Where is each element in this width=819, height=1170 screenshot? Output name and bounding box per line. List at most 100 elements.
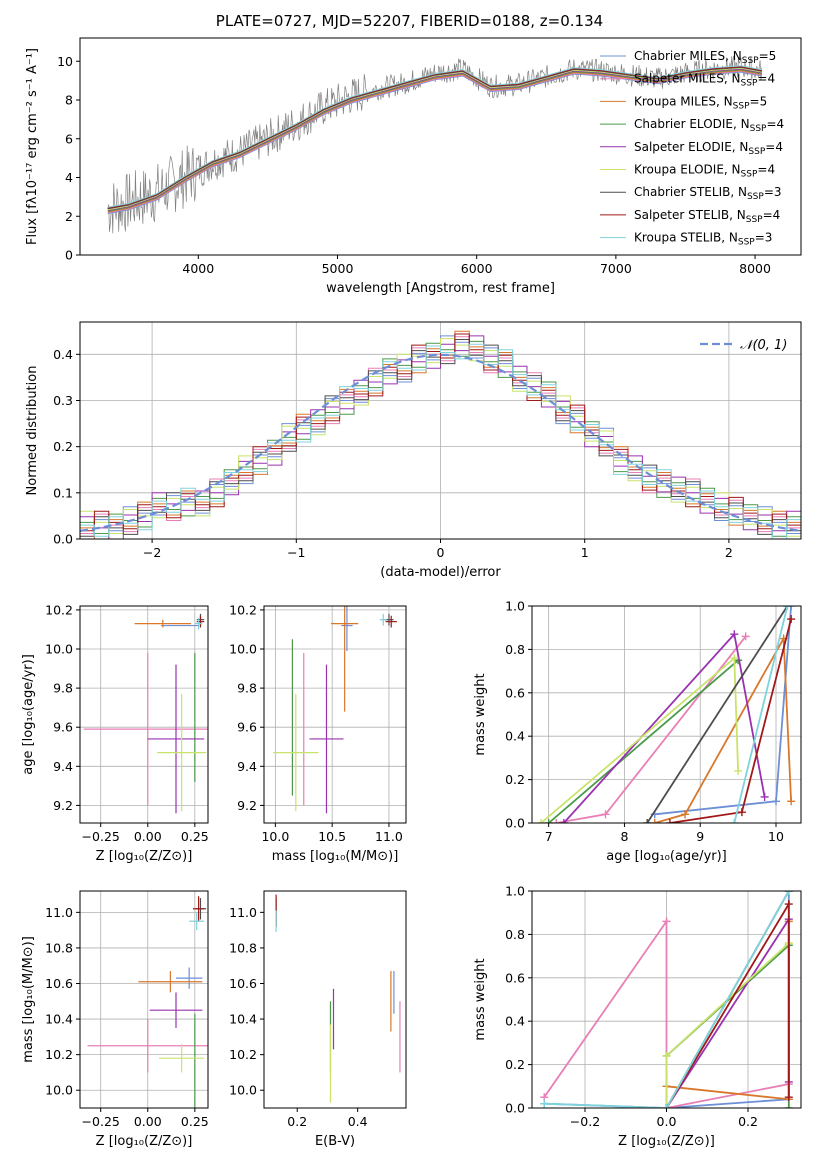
y-tick-label: 10.2 xyxy=(229,1047,257,1062)
x-tick-label: −2 xyxy=(143,545,161,560)
x-tick-label: −0.2 xyxy=(570,1114,600,1129)
x-axis-label: E(B-V) xyxy=(315,1134,355,1149)
x-tick-label: 10 xyxy=(768,829,784,844)
weight-marker xyxy=(760,792,769,801)
weight-marker xyxy=(552,819,561,823)
plot-area xyxy=(87,896,208,1108)
y-tick-label: 9.8 xyxy=(53,681,73,696)
weight-marker xyxy=(734,766,743,775)
y-tick-label: 11.0 xyxy=(229,905,257,920)
weight-line-1 xyxy=(543,918,789,1108)
y-tick-label: 10.4 xyxy=(45,1012,73,1027)
x-tick-label: 0.25 xyxy=(181,1114,209,1129)
y-tick-label: 1.0 xyxy=(505,884,525,899)
weight-marker xyxy=(741,632,750,641)
y-tick-label: 9.6 xyxy=(237,720,257,735)
x-tick-label: −0.25 xyxy=(82,829,120,844)
y-tick-label: 9.2 xyxy=(237,798,257,813)
panel-Z-weight: −0.2 0.0 0.2 0.0 0.2 0.4 0.6 0.8 1.0 Z [log₁₀(Z/Z… xyxy=(473,884,802,1149)
legend-entry: Kroupa STELIB, NSSP=3 xyxy=(634,231,772,248)
weight-line-3 xyxy=(548,659,739,823)
weight-marker xyxy=(730,654,739,663)
weight-marker xyxy=(737,808,746,817)
weight-marker xyxy=(601,810,610,819)
y-tick-label: 10.2 xyxy=(45,602,73,617)
weight-marker xyxy=(681,810,690,819)
x-tick-label: 10.0 xyxy=(261,829,289,844)
panel-Z-age: −0.25 0.00 0.25 9.2 9.4 9.6 9.8 10.0 10.2 Z [log₁… xyxy=(21,602,209,864)
y-tick-label: 0.1 xyxy=(53,485,73,500)
spectrum-model-0 xyxy=(107,71,763,214)
x-axis-label: mass [log₁₀(M/M⊙)] xyxy=(272,849,399,864)
panel-residuals: −2 −1 0 1 2 0.0 0.1 0.2 0.3 0.4 (data-model)/error… xyxy=(25,321,802,580)
axes-frame xyxy=(79,605,209,824)
spectrum-model-7 xyxy=(107,66,763,209)
y-tick-label: 0.4 xyxy=(505,729,525,744)
y-axis-label: age [log₁₀(age/yr)] xyxy=(21,654,36,775)
plot-area xyxy=(107,55,763,234)
weight-marker xyxy=(771,797,780,806)
spectrum-model-6 xyxy=(107,66,763,210)
weight-marker xyxy=(540,1099,549,1108)
legend-count: =4 xyxy=(757,72,775,86)
plot-area xyxy=(540,891,793,1108)
y-tick-label: 9.2 xyxy=(53,798,73,813)
y-tick-label: 4 xyxy=(65,170,73,185)
y-axis-label: mass weight xyxy=(473,673,488,755)
legend-sub: SSP xyxy=(741,170,758,180)
x-tick-label: 8000 xyxy=(739,261,771,276)
y-tick-label: 10.8 xyxy=(45,940,73,955)
x-tick-label: 4000 xyxy=(182,261,214,276)
legend-count: =4 xyxy=(757,163,775,177)
axes-frame xyxy=(79,890,209,1109)
y-tick-label: 9.6 xyxy=(53,720,73,735)
x-tick-label: 0.00 xyxy=(134,829,162,844)
weight-marker xyxy=(787,606,796,610)
weight-marker xyxy=(783,606,792,610)
y-tick-label: 10.4 xyxy=(229,1012,257,1027)
legend-sub: SSP xyxy=(748,147,765,157)
y-tick-label: 0 xyxy=(65,248,73,263)
legend-entry: Chabrier MILES, NSSP=5 xyxy=(634,49,776,66)
x-axis-label: Z [log₁₀(Z/Z⊙)] xyxy=(96,849,193,864)
gaussian-curve xyxy=(80,353,801,532)
x-tick-label: 0.2 xyxy=(287,1114,307,1129)
y-tick-label: 0.2 xyxy=(505,772,525,787)
weight-marker xyxy=(665,819,674,823)
spectrum-model-4 xyxy=(107,68,763,211)
x-tick-label: 0.4 xyxy=(348,1114,368,1129)
x-tick-label: −0.25 xyxy=(82,1114,120,1129)
x-tick-label: 6000 xyxy=(461,261,493,276)
y-tick-label: 10.0 xyxy=(229,642,257,657)
residual-hist-8 xyxy=(80,343,801,539)
legend-count: =3 xyxy=(755,231,773,245)
x-tick-label: 5000 xyxy=(322,261,354,276)
x-tick-label: 0.2 xyxy=(738,1114,758,1129)
y-tick-label: 0.2 xyxy=(53,439,73,454)
x-axis-label: Z [log₁₀(Z/Z⊙)] xyxy=(96,1134,193,1149)
y-tick-label: 0.0 xyxy=(53,532,73,547)
x-tick-label: 1 xyxy=(581,545,589,560)
x-axis-label: Z [log₁₀(Z/Z⊙)] xyxy=(618,1134,715,1149)
y-tick-label: 0.3 xyxy=(53,393,73,408)
y-axis-label: Flux [fλ10⁻¹⁷ erg cm⁻² s⁻¹ A⁻¹] xyxy=(25,48,40,245)
y-tick-label: 10.6 xyxy=(229,976,257,991)
y-tick-label: 0.6 xyxy=(505,685,525,700)
residual-hist-6 xyxy=(80,339,801,537)
axes-frame xyxy=(79,37,802,256)
y-tick-label: 0.4 xyxy=(505,1014,525,1029)
spectrum-model-8 xyxy=(107,65,763,208)
weight-marker xyxy=(643,819,652,823)
axes-frame xyxy=(263,890,407,1109)
legend-sub: SSP xyxy=(733,101,750,111)
spectrum-model-1 xyxy=(107,70,763,214)
weight-marker xyxy=(662,917,671,926)
legend-count: =4 xyxy=(763,208,781,222)
weight-line-0 xyxy=(654,606,792,816)
y-tick-label: 10.2 xyxy=(45,1047,73,1062)
panel-mass-age: 10.0 10.5 11.0 9.2 9.4 9.6 9.8 10.0 10.2 mass [lo… xyxy=(229,602,407,864)
legend-entry: Salpeter ELODIE, NSSP=4 xyxy=(634,140,783,157)
spectrum-model-5 xyxy=(107,67,763,211)
x-tick-label: 0.0 xyxy=(657,1114,677,1129)
